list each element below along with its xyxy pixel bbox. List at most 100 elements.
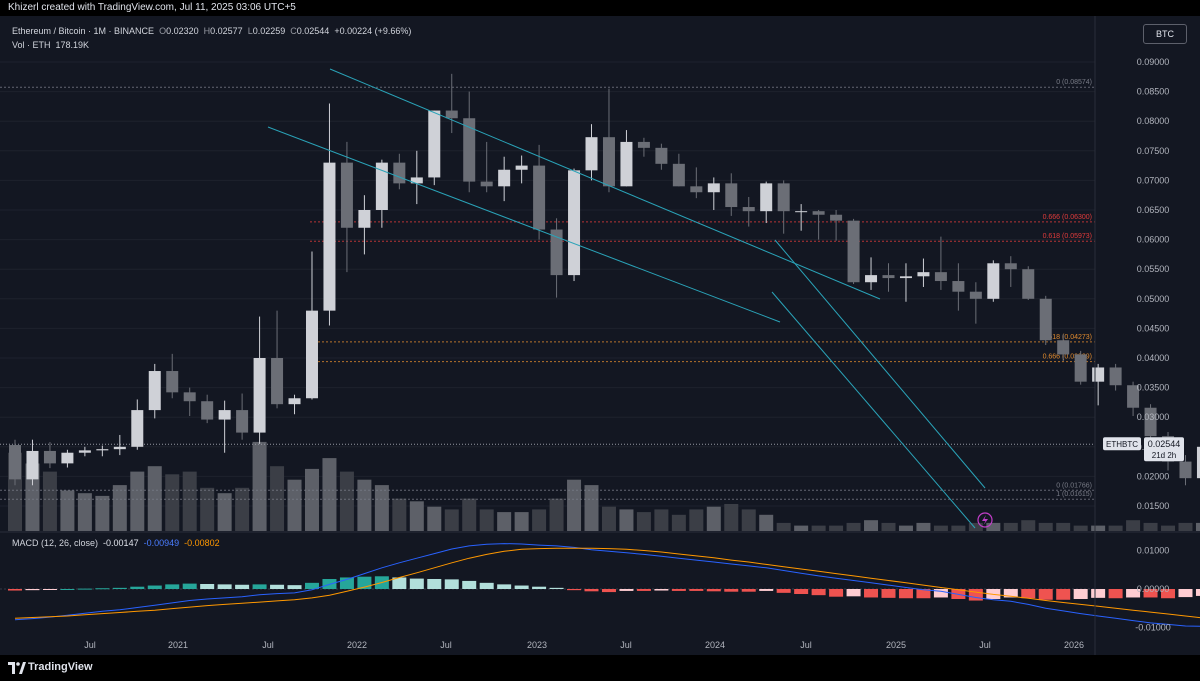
candle-body	[812, 211, 825, 215]
candle	[637, 137, 650, 157]
volume-bar	[1143, 522, 1158, 531]
candle-body	[26, 450, 39, 480]
volume-bar	[689, 509, 704, 531]
candle	[236, 393, 249, 440]
candle	[585, 124, 598, 181]
volume-bar	[567, 479, 582, 531]
macd-hist-bar	[25, 589, 40, 591]
volume-bar	[409, 501, 424, 531]
macd-hist-bar	[304, 582, 319, 589]
candle	[690, 167, 703, 199]
macd-tick-label: -0.01000	[1135, 623, 1171, 633]
macd-hist-bar	[444, 579, 459, 589]
volume-bar	[357, 479, 372, 531]
volume-bar	[60, 490, 75, 531]
channel-line	[329, 68, 881, 300]
macd-legend: MACD (12, 26, close) -0.00147 -0.00949 -…	[12, 538, 220, 548]
candle-body	[148, 371, 161, 411]
volume-bars	[8, 441, 1200, 531]
candle	[952, 263, 965, 311]
macd-hist-bar	[567, 589, 582, 591]
macd-hist-bar	[794, 589, 809, 595]
volume-bar	[1091, 525, 1106, 531]
candle	[323, 103, 336, 326]
volume-bar	[514, 512, 529, 531]
price-tick-label: 0.01500	[1137, 501, 1170, 511]
macd-hist-bar	[549, 587, 564, 589]
time-tick-label: 2023	[527, 640, 547, 650]
candle	[882, 263, 895, 292]
candle	[777, 180, 790, 234]
macd-hist-bar	[759, 589, 774, 591]
macd-hist-bar	[654, 589, 669, 591]
candle	[463, 91, 476, 193]
macd-pane	[0, 543, 1200, 627]
macd-hist-bar	[724, 589, 739, 592]
candle-body	[445, 110, 458, 119]
macd-hist-bar	[77, 588, 92, 590]
alert-icon	[977, 512, 993, 528]
macd-hist-bar	[532, 586, 547, 589]
candle-body	[1127, 385, 1140, 408]
volume-bar	[200, 487, 215, 531]
time-tick-label: 2026	[1064, 640, 1084, 650]
candle	[1074, 350, 1087, 385]
volume-bar	[864, 520, 879, 531]
chart-area[interactable]: 0 (0.08574) 0.666 (0.06300) 0.618 (0.05973…	[0, 16, 1200, 655]
price-tick-label: 0.03000	[1137, 412, 1170, 422]
candle	[340, 141, 353, 273]
candle-body	[498, 169, 511, 187]
credit-text: Khizerl created with TradingView.com, Ju…	[8, 2, 296, 13]
volume-bar	[636, 512, 651, 531]
volume-bar	[1161, 525, 1176, 531]
price-tick-label: 0.07000	[1137, 175, 1170, 185]
macd-hist-bar	[601, 589, 616, 593]
macd-hist-bar	[689, 589, 704, 591]
candle-body	[987, 263, 1000, 299]
fib-label: 0.618 (0.05973)	[1043, 233, 1092, 240]
candle-body	[113, 446, 126, 450]
volume-bar	[427, 506, 442, 531]
candle	[987, 260, 1000, 302]
volume-bar	[916, 522, 931, 531]
candle-body	[43, 450, 56, 464]
high-value: 0.02577	[210, 26, 243, 36]
price-tick-label: 0.06000	[1137, 235, 1170, 245]
macd-hist-bar	[864, 589, 879, 598]
macd-hist-bar	[42, 589, 57, 590]
candle-body	[9, 445, 21, 480]
macd-hist-bar	[881, 589, 896, 598]
candle-body	[201, 401, 214, 420]
volume-bar	[794, 525, 809, 531]
candle	[1127, 381, 1140, 417]
candle-body	[655, 147, 668, 164]
volume-value: 178.19K	[55, 40, 90, 50]
candle	[1092, 363, 1105, 406]
candle	[166, 353, 179, 399]
time-tick-label: Jul	[800, 640, 812, 650]
volume-bar	[1038, 522, 1053, 531]
symbol-tag-text: ETHBTC	[1106, 440, 1138, 449]
currency-badge[interactable]: BTC	[1143, 24, 1187, 44]
candle-body	[218, 410, 231, 420]
time-tick-label: 2025	[886, 640, 906, 650]
candle-body	[96, 449, 109, 451]
candle	[707, 177, 720, 210]
candle	[760, 181, 773, 224]
macd-hist-bar	[270, 584, 285, 589]
candle	[830, 210, 843, 241]
candle	[96, 445, 109, 457]
macd-signal-value: -0.00802	[184, 538, 220, 548]
candle	[795, 204, 808, 231]
candle-body	[934, 272, 947, 282]
volume-bar	[182, 471, 197, 531]
volume-bar	[933, 525, 948, 531]
channel-line	[774, 239, 986, 489]
macd-hist-bar	[811, 589, 826, 596]
macd-hist-bar	[1195, 589, 1200, 596]
credit-bar: Khizerl created with TradingView.com, Ju…	[0, 0, 1200, 16]
chart-svg[interactable]: 0 (0.08574) 0.666 (0.06300) 0.618 (0.05973…	[0, 16, 1200, 655]
candle-body	[899, 276, 912, 279]
volume-bar	[584, 485, 599, 531]
